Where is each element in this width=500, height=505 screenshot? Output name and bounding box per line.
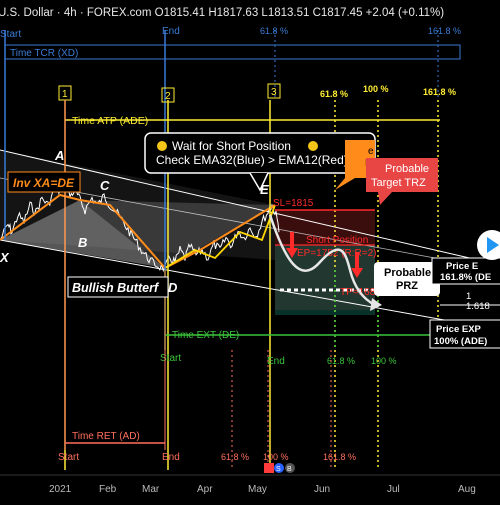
time-ext-label: Time EXT (DE) — [172, 330, 239, 341]
time-ret-label: Time RET (AD) — [72, 431, 140, 442]
box-2 — [161, 87, 175, 103]
axis-tick-mar: Mar — [142, 484, 160, 495]
atp-618-label: 61.8 % — [320, 89, 348, 99]
box-1-label: 1 — [62, 89, 68, 100]
badge-b — [285, 463, 295, 473]
header-symbol: U.S. Dollar — [0, 7, 54, 19]
time-axis: 2021 Feb Mar Apr May Jun Jul Aug — [49, 484, 476, 495]
price-exp-line1: Price EXP — [436, 324, 482, 335]
tcr-1618-label: 161.8 % — [428, 26, 461, 36]
prz-orange-tail — [335, 178, 355, 190]
ext-100-label: 100 % — [371, 356, 397, 366]
prob-prz-box — [374, 262, 440, 296]
ret-end-label: End — [162, 452, 180, 463]
ret-start-label: Start — [58, 452, 79, 463]
axis-tick-feb: Feb — [99, 484, 117, 495]
atp-1618-label: 161.8 % — [423, 87, 456, 97]
level-1-label: 1 — [466, 291, 471, 302]
chart-header: U.S. Dollar · 4h · FOREX.com O1815.41 H1… — [0, 7, 444, 19]
short-entry-label: EP=1752 (R:R=2) — [297, 248, 377, 259]
point-b-label: B — [78, 235, 87, 250]
channel-upper-line — [0, 149, 500, 266]
channel-lower-line — [0, 239, 500, 331]
time-atp-label: Time ATP (ADE) — [72, 115, 148, 127]
price-ext-line2: 161.8% (DE — [440, 272, 491, 283]
ext-end-label: End — [267, 356, 285, 367]
face-icon — [157, 141, 167, 151]
price-exp-box — [429, 319, 500, 349]
face-icon-2 — [308, 141, 318, 151]
point-e-label: E — [260, 182, 269, 197]
play-icon[interactable] — [487, 237, 499, 253]
badge-s-label: S — [276, 466, 281, 473]
ret-1618-label: 161.8 % — [323, 452, 356, 462]
short-arrow-icon-2 — [351, 252, 363, 278]
header-close: C1817.45 — [313, 7, 363, 19]
box-3-label: 3 — [271, 87, 277, 98]
short-arrow-icon — [286, 232, 298, 258]
header-change: +2.04 (+0.11%) — [366, 7, 445, 19]
axis-tick-apr: Apr — [197, 484, 213, 495]
trz-tail — [378, 192, 392, 205]
trz-line2: Target TRZ — [371, 177, 426, 189]
trz-line1: Probable — [385, 163, 429, 175]
ext-618-label: 61.8 % — [327, 356, 355, 366]
prob-prz-line2: PRZ — [396, 280, 418, 292]
wait-line1: Wait for Short Position — [172, 139, 291, 153]
price-ext-box — [431, 257, 500, 285]
axis-tick-2021: 2021 — [49, 484, 72, 495]
bullish-label: Bullish Butterf — [72, 281, 160, 295]
short-title-label: Short Position — [306, 235, 368, 246]
price-exp-line2: 100% (ADE) — [434, 336, 487, 347]
header-source: FOREX.com — [87, 7, 152, 19]
inv-label: Inv XA=DE — [13, 176, 75, 190]
axis-tick-aug: Aug — [458, 484, 476, 495]
harmonic-legs — [0, 193, 276, 270]
price-ext-line1: Price E — [446, 261, 478, 272]
axis-tick-may: May — [248, 484, 267, 495]
stop-loss-label: SL=1815 — [273, 198, 314, 209]
tcr-start-label: Start — [0, 29, 21, 40]
tcr-end-label: End — [162, 26, 180, 37]
header-interval: 4h — [64, 7, 77, 19]
ret-618-label: 61.8 % — [221, 452, 249, 462]
time-tcr-label: Time TCR (XD) — [10, 48, 78, 59]
box-3 — [267, 83, 281, 99]
point-c-label: C — [100, 178, 110, 193]
point-d-label: D — [168, 280, 178, 295]
point-x-label: X — [0, 250, 10, 265]
trz-box — [366, 158, 438, 192]
wait-line2: Check EMA32(Blue) > EMA12(Red) — [156, 153, 348, 167]
level-1618-label: 1.618 — [466, 301, 490, 312]
bde-triangle — [80, 200, 275, 268]
inv-box — [7, 171, 81, 193]
xab-triangle — [0, 200, 165, 268]
badge-red — [264, 463, 274, 473]
prob-prz-line1: Probable — [384, 267, 431, 279]
ext-start-label: Start — [160, 353, 181, 364]
bullish-box — [67, 276, 169, 298]
badge-s — [274, 463, 284, 473]
box-2-label: 2 — [165, 91, 171, 102]
tcr-618-label: 61.8 % — [260, 26, 288, 36]
projected-arrow-icon — [370, 298, 382, 311]
ret-100-label: 100 % — [263, 452, 289, 462]
channel-mid-line — [0, 177, 500, 271]
wait-callout-tail — [249, 172, 269, 192]
atp-100-label: 100 % — [363, 84, 389, 94]
header-low: L1813.51 — [261, 7, 309, 19]
axis-tick-jul: Jul — [387, 484, 400, 495]
prz-partial-label-1: e — [368, 146, 374, 157]
axis-tick-jun: Jun — [314, 484, 330, 495]
header-open: O1815.41 — [155, 7, 206, 19]
projected-path — [268, 214, 376, 307]
point-a-label: A — [54, 148, 64, 163]
header-high: H1817.63 — [208, 7, 258, 19]
abcd-legs — [164, 204, 276, 269]
badge-b-label: B — [287, 466, 292, 473]
